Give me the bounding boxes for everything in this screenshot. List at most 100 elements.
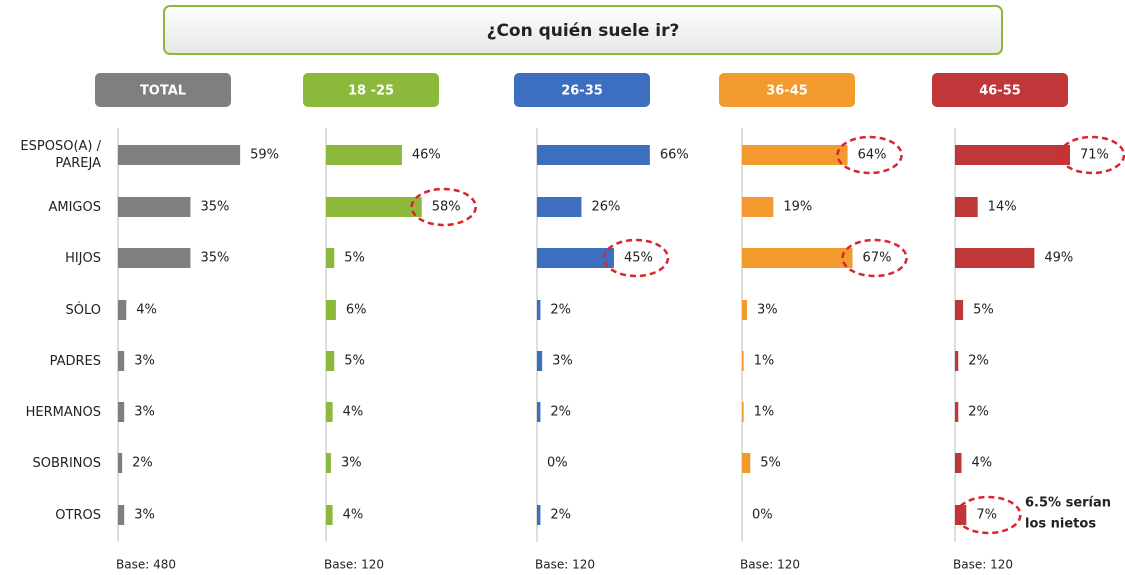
value-label: 6% xyxy=(346,303,367,318)
bar xyxy=(118,248,191,268)
bar xyxy=(955,300,964,320)
bar xyxy=(955,453,962,473)
category-label: SOBRINOS xyxy=(32,456,101,471)
bar xyxy=(742,300,747,320)
value-label: 58% xyxy=(432,200,461,215)
bar xyxy=(326,453,331,473)
value-label: 5% xyxy=(344,354,365,369)
value-label: 2% xyxy=(550,405,571,420)
chart-title: ¿Con quién suele ir? xyxy=(487,21,680,41)
bar xyxy=(537,351,543,371)
category-label: SÓLO xyxy=(65,303,102,318)
base-label: Base: 480 xyxy=(116,558,176,572)
bar xyxy=(742,453,751,473)
highlight-circle xyxy=(836,135,903,175)
value-label: 2% xyxy=(132,456,153,471)
value-label: 26% xyxy=(591,200,620,215)
value-label: 67% xyxy=(863,251,892,266)
bar xyxy=(742,402,744,422)
value-label: 7% xyxy=(976,508,997,523)
bar xyxy=(326,402,333,422)
value-label: 66% xyxy=(660,148,689,163)
value-label: 19% xyxy=(783,200,812,215)
panel-header xyxy=(719,73,855,107)
category-label: PADRES xyxy=(49,354,101,369)
value-label: 35% xyxy=(200,251,229,266)
annotation: 6.5% serían xyxy=(1025,496,1111,511)
highlight-circle xyxy=(410,187,477,227)
bar xyxy=(955,505,967,525)
bar xyxy=(537,145,650,165)
base-label: Base: 120 xyxy=(535,558,595,572)
value-label: 3% xyxy=(552,354,573,369)
highlight-circle xyxy=(602,238,670,278)
value-label: 0% xyxy=(547,456,568,471)
bar xyxy=(742,197,774,217)
bar xyxy=(537,505,541,525)
bar xyxy=(955,351,959,371)
category-label: AMIGOS xyxy=(48,200,101,215)
highlight-circle xyxy=(841,238,908,278)
value-label: 4% xyxy=(343,508,364,523)
bar xyxy=(537,300,541,320)
category-label: ESPOSO(A) / PAREJA xyxy=(20,139,101,171)
value-label: 3% xyxy=(134,354,155,369)
bar xyxy=(118,145,241,165)
value-label: 35% xyxy=(200,200,229,215)
bar xyxy=(326,145,402,165)
value-label: 5% xyxy=(760,456,781,471)
title-box xyxy=(163,5,1003,55)
value-label: 1% xyxy=(754,405,775,420)
bar xyxy=(955,197,978,217)
value-label: 2% xyxy=(550,508,571,523)
bar xyxy=(326,197,422,217)
bar xyxy=(118,402,125,422)
value-label: 5% xyxy=(344,251,365,266)
bar xyxy=(955,248,1035,268)
value-label: 46% xyxy=(412,148,441,163)
value-label: 3% xyxy=(134,405,155,420)
base-label: Base: 120 xyxy=(324,558,384,572)
value-label: 4% xyxy=(136,303,157,318)
bar xyxy=(118,453,123,473)
category-label: HERMANOS xyxy=(25,405,101,420)
panel-header xyxy=(303,73,439,107)
annotation: los nietos xyxy=(1025,517,1096,532)
value-label: 5% xyxy=(973,303,994,318)
value-label: 2% xyxy=(968,354,989,369)
bar xyxy=(742,248,853,268)
value-label: 4% xyxy=(343,405,364,420)
panel-title: 36-45 xyxy=(766,84,808,99)
bar xyxy=(537,197,582,217)
panel-header xyxy=(514,73,650,107)
panel-title: 18 -25 xyxy=(348,84,394,99)
bar xyxy=(118,300,127,320)
value-label: 45% xyxy=(624,251,653,266)
bar xyxy=(326,351,335,371)
bar xyxy=(537,248,614,268)
base-label: Base: 120 xyxy=(953,558,1013,572)
bar xyxy=(118,505,125,525)
bar xyxy=(537,402,541,422)
bar xyxy=(326,505,333,525)
value-label: 71% xyxy=(1080,148,1109,163)
value-label: 1% xyxy=(754,354,775,369)
bar xyxy=(118,197,191,217)
bar xyxy=(742,145,848,165)
value-label: 3% xyxy=(757,303,778,318)
category-label: OTROS xyxy=(55,508,101,523)
value-label: 2% xyxy=(968,405,989,420)
value-label: 64% xyxy=(858,148,887,163)
panel-header xyxy=(95,73,231,107)
value-label: 4% xyxy=(971,456,992,471)
panel-header xyxy=(932,73,1068,107)
value-label: 2% xyxy=(550,303,571,318)
value-label: 14% xyxy=(988,200,1017,215)
highlight-circle xyxy=(955,495,1022,535)
panel-title: 46-55 xyxy=(979,84,1021,99)
bar xyxy=(326,300,336,320)
category-label: HIJOS xyxy=(65,251,101,266)
value-label: 49% xyxy=(1044,251,1073,266)
